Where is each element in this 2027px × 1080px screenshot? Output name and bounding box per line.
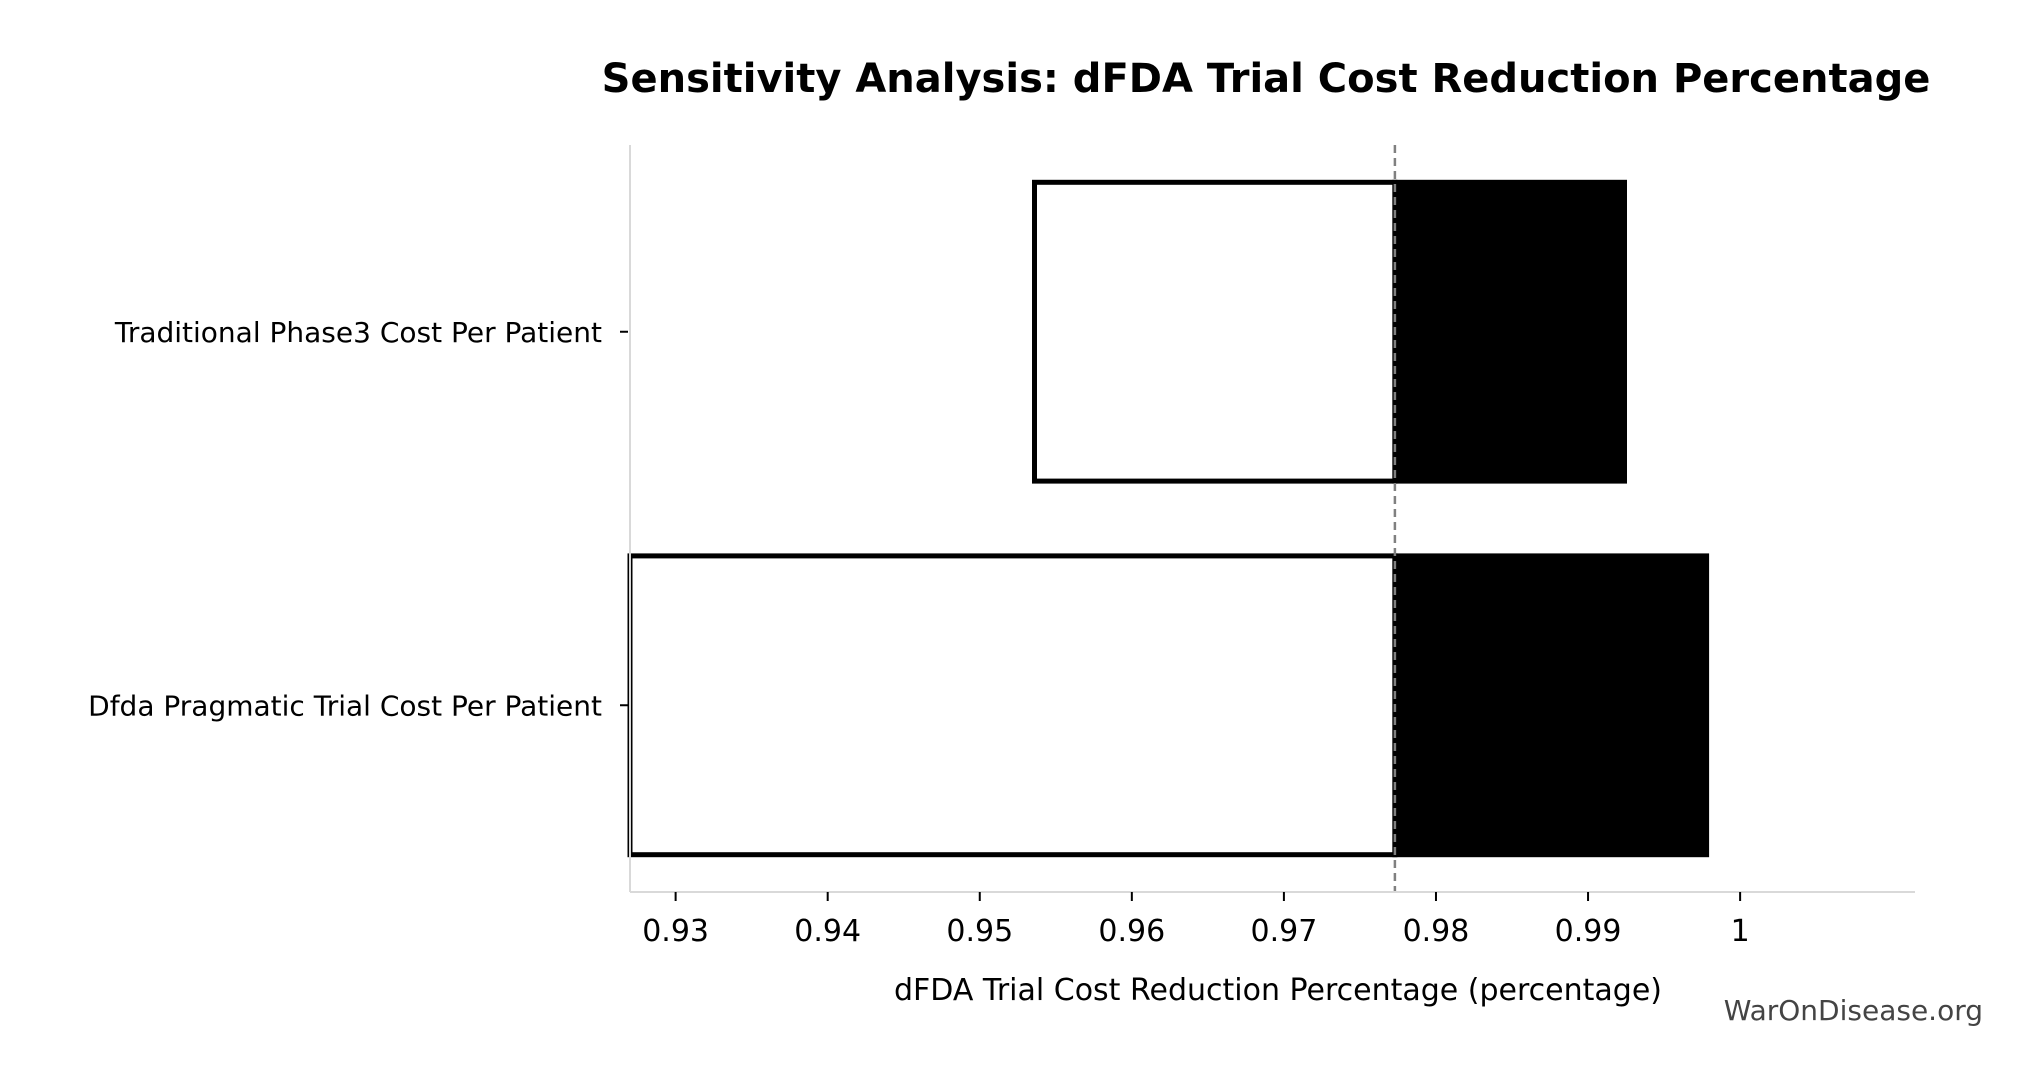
axes-layer: Traditional Phase3 Cost Per Patient Dfda …	[88, 145, 1915, 949]
bar-dfda-pragmatic-trial-cost-per-patient-high	[1392, 553, 1710, 858]
x-tick-label-3: 0.96	[1098, 914, 1165, 949]
bar-traditional-phase3-cost-per-patient-high	[1392, 179, 1628, 484]
bars-layer	[627, 179, 1710, 858]
chart-title: Sensitivity Analysis: dFDA Trial Cost Re…	[602, 56, 1931, 102]
x-tick-label-6: 0.99	[1555, 914, 1622, 949]
x-axis-title: dFDA Trial Cost Reduction Percentage (pe…	[894, 973, 1662, 1008]
bar-dfda-pragmatic-trial-cost-per-patient-low	[627, 553, 1398, 858]
y-tick-label-dfda-pragmatic-trial-cost-per-patient: Dfda Pragmatic Trial Cost Per Patient	[88, 689, 602, 722]
watermark: WarOnDisease.org	[1724, 994, 1983, 1027]
x-tick-label-0: 0.93	[642, 914, 709, 949]
x-tick-label-7: 1	[1731, 914, 1750, 949]
x-tick-label-5: 0.98	[1403, 914, 1470, 949]
bar-traditional-phase3-cost-per-patient-low	[1032, 179, 1398, 484]
x-tick-label-2: 0.95	[946, 914, 1013, 949]
x-tick-label-1: 0.94	[794, 914, 861, 949]
x-tick-label-4: 0.97	[1251, 914, 1318, 949]
y-tick-label-traditional-phase3-cost-per-patient: Traditional Phase3 Cost Per Patient	[114, 316, 602, 349]
